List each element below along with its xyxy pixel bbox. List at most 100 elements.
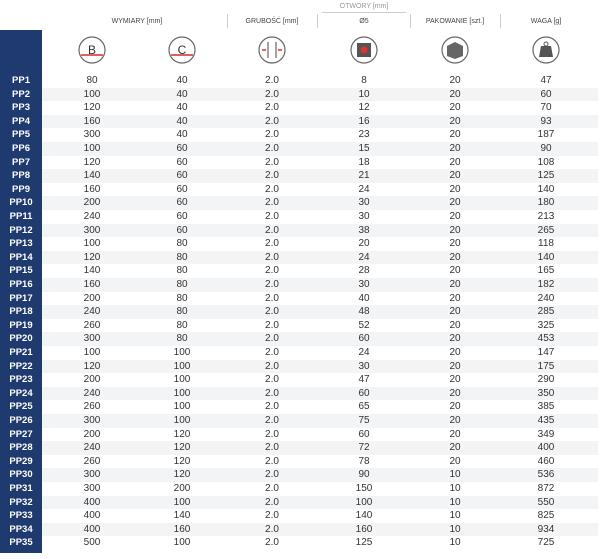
table-cell: 2.0: [265, 143, 279, 154]
row-stripe: [42, 359, 598, 374]
icon-row: B C: [78, 36, 560, 64]
table-cell: 40: [176, 88, 188, 100]
table-cell: 20: [449, 265, 461, 277]
table-cell: 120: [173, 442, 191, 454]
header-separator: [410, 14, 411, 28]
table-cell: 2.0: [265, 496, 279, 508]
table-cell: 349: [537, 428, 555, 440]
table-cell: 290: [537, 374, 555, 386]
table-cell: 8: [361, 75, 367, 86]
row-stripe: [42, 495, 598, 510]
table-cell: 20: [449, 347, 461, 358]
header-separator: [227, 14, 228, 28]
row-label: PP35: [9, 537, 33, 549]
table-cell: 453: [537, 333, 555, 345]
table-cell: 2.0: [265, 401, 279, 413]
table-cell: 100: [355, 496, 373, 508]
table-cell: 20: [449, 129, 461, 141]
column-header: WAGA [g]: [530, 18, 562, 25]
table-cell: 40: [176, 102, 188, 114]
table-cell: 60: [176, 211, 188, 222]
table-cell: 300: [83, 469, 101, 481]
table-cell: 2.0: [265, 211, 279, 222]
table-cell: 2.0: [265, 279, 279, 290]
table-cell: 2.0: [265, 319, 279, 331]
table-cell: 120: [173, 455, 191, 467]
table-cell: 2.0: [265, 333, 279, 345]
table-cell: 100: [173, 415, 191, 426]
header-separator: [317, 14, 318, 28]
row-stripe: [42, 278, 598, 292]
table-cell: 300: [83, 415, 101, 426]
table-cell: 140: [83, 265, 101, 277]
table-cell: 40: [176, 115, 188, 127]
row-stripe: [42, 142, 598, 156]
row-label: PP19: [9, 319, 33, 331]
table-cell: 20: [449, 197, 461, 209]
table-cell: 2.0: [265, 374, 279, 386]
table-cell: 300: [83, 224, 101, 236]
table-cell: 160: [83, 183, 101, 195]
table-cell: 70: [540, 102, 552, 114]
table-cell: 160: [83, 279, 101, 290]
table-cell: 140: [537, 251, 555, 263]
table-cell: 175: [537, 360, 555, 372]
table-cell: 2.0: [265, 265, 279, 277]
table-cell: 160: [173, 523, 191, 535]
table-cell: 2.0: [265, 170, 279, 182]
row-stripe: [42, 305, 598, 319]
table-cell: 24: [358, 347, 370, 358]
table-cell: 15: [358, 143, 370, 154]
row-label: PP14: [9, 251, 33, 263]
table-cell: 47: [358, 374, 370, 386]
table-cell: 20: [449, 374, 461, 386]
row-label: PP28: [9, 442, 33, 454]
row-stripe: [42, 250, 598, 265]
table-cell: 160: [83, 115, 101, 127]
table-cell: 2.0: [265, 292, 279, 304]
row-label: PP1: [12, 75, 30, 86]
table-cell: 140: [537, 183, 555, 195]
row-label: PP17: [9, 292, 33, 304]
row-label: PP15: [9, 265, 33, 277]
table-cell: 140: [355, 510, 373, 522]
table-cell: 47: [540, 75, 552, 86]
table-cell: 300: [83, 483, 101, 494]
row-label: PP25: [9, 401, 33, 413]
table-cell: 2.0: [265, 251, 279, 263]
table-cell: 20: [449, 211, 461, 222]
table-cell: 23: [358, 129, 370, 141]
table-cell: 100: [83, 88, 101, 100]
table-cell: 20: [449, 415, 461, 426]
row-label: PP11: [9, 211, 33, 222]
table-cell: 160: [355, 523, 373, 535]
table-cell: 536: [537, 469, 555, 481]
row-label: PP34: [9, 523, 33, 535]
table-cell: 200: [83, 292, 101, 304]
table-cell: 100: [173, 401, 191, 413]
table-cell: 2.0: [265, 75, 279, 86]
table-cell: 100: [173, 347, 191, 358]
table-cell: 2.0: [265, 469, 279, 481]
table-cell: 2.0: [265, 523, 279, 535]
table-cell: 20: [449, 333, 461, 345]
row-label: PP6: [12, 143, 30, 154]
table-cell: 200: [83, 374, 101, 386]
row-stripe: [42, 441, 598, 455]
table-cell: 147: [537, 347, 555, 358]
table-cell: 48: [358, 306, 370, 318]
row-stripe: [42, 332, 598, 346]
table-cell: 100: [83, 347, 101, 358]
row-stripe: [42, 196, 598, 210]
table-cell: 30: [358, 197, 370, 209]
table-cell: 20: [449, 170, 461, 182]
row-stripe: [42, 114, 598, 129]
table-cell: 240: [83, 211, 101, 222]
table-cell: 10: [449, 483, 461, 494]
table-cell: 21: [358, 170, 370, 182]
table-cell: 825: [537, 510, 555, 522]
table-cell: 30: [358, 360, 370, 372]
table-cell: 38: [358, 224, 370, 236]
table-cell: 60: [176, 156, 188, 168]
